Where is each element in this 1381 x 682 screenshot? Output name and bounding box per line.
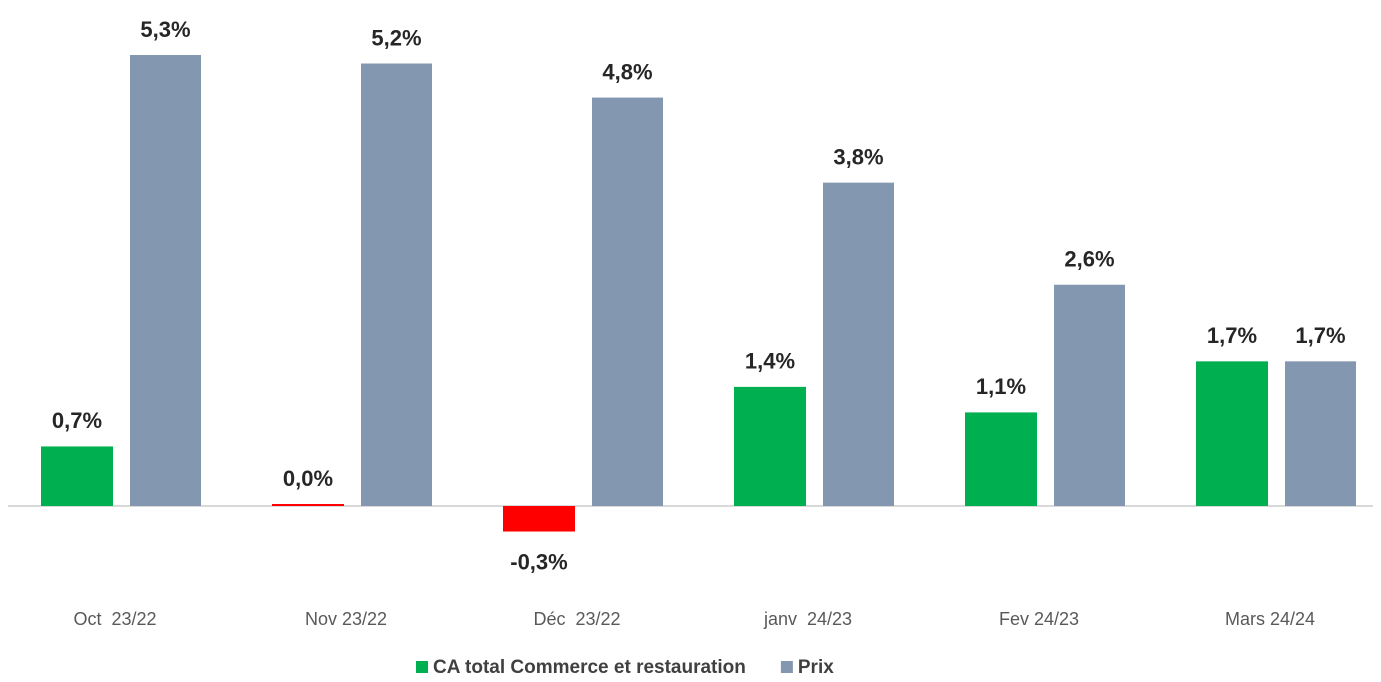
value-label: 5,3% bbox=[140, 17, 190, 42]
value-label: 1,7% bbox=[1295, 323, 1345, 348]
x-tick-label: Mars 24/24 bbox=[1225, 609, 1315, 629]
legend-swatch bbox=[416, 661, 428, 673]
bar bbox=[1054, 284, 1125, 506]
x-tick-label: janv 24/23 bbox=[763, 609, 852, 629]
bar bbox=[503, 506, 575, 532]
x-tick-label: Déc 23/22 bbox=[533, 609, 620, 629]
x-tick-label: Nov 23/22 bbox=[305, 609, 387, 629]
value-label: -0,3% bbox=[510, 549, 567, 574]
value-label: 4,8% bbox=[602, 59, 652, 84]
value-label: 2,6% bbox=[1064, 247, 1114, 272]
legend-swatch bbox=[780, 661, 793, 673]
value-label: 5,2% bbox=[371, 25, 421, 50]
bar bbox=[361, 63, 432, 507]
bar bbox=[1196, 361, 1268, 506]
value-label: 0,0% bbox=[283, 466, 333, 491]
bar bbox=[734, 386, 806, 506]
legend-label: Prix bbox=[798, 657, 834, 678]
value-label: 1,4% bbox=[745, 349, 795, 374]
x-tick-label: Oct 23/22 bbox=[73, 609, 156, 629]
legend-label: CA total Commerce et restauration bbox=[433, 657, 746, 678]
value-label: 3,8% bbox=[833, 144, 883, 169]
bar bbox=[965, 412, 1037, 506]
value-label: 1,7% bbox=[1207, 323, 1257, 348]
bar bbox=[272, 504, 344, 506]
bar bbox=[1285, 361, 1356, 506]
value-label: 0,7% bbox=[52, 408, 102, 433]
bar bbox=[41, 446, 113, 506]
bar bbox=[823, 182, 894, 506]
bar bbox=[130, 55, 201, 506]
bar bbox=[592, 97, 663, 506]
value-label: 1,1% bbox=[976, 374, 1026, 399]
x-tick-label: Fev 24/23 bbox=[999, 609, 1079, 629]
